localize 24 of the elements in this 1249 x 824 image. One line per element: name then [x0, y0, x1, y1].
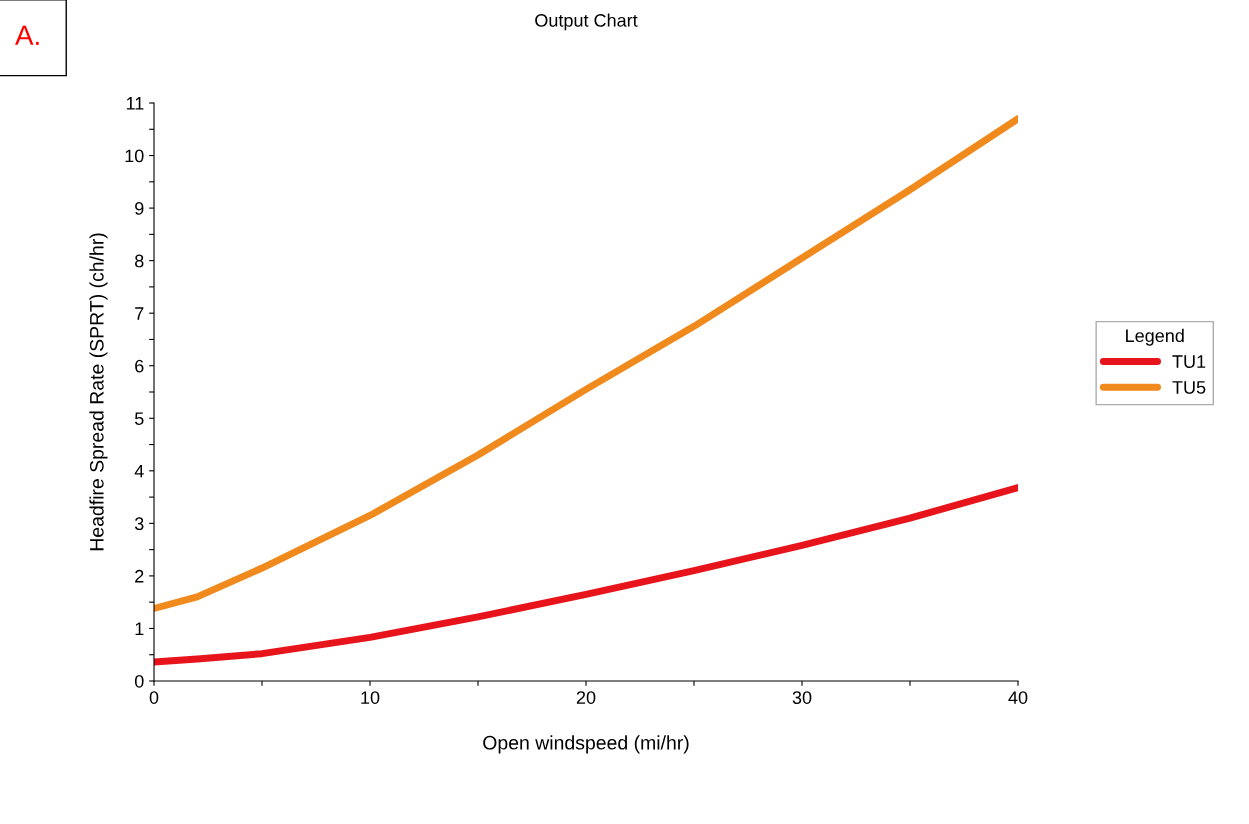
y-tick-label: 5	[134, 412, 144, 425]
x-tick-label: 0	[149, 691, 159, 704]
x-tick-label: 20	[576, 691, 596, 704]
y-tick-label: 6	[135, 359, 144, 373]
y-tick-label: 10	[125, 149, 144, 163]
y-axis-title: Headfire Spread Rate (SPRT) (ch/hr)	[89, 233, 108, 551]
legend-label: TU5	[1172, 381, 1206, 394]
x-tick-label: 10	[361, 691, 380, 704]
text: A.	[15, 25, 39, 45]
y-tick-label: 8	[135, 254, 144, 268]
y-tick-label: 1	[135, 622, 144, 635]
y-tick-label: 0	[134, 674, 144, 688]
x-axis-title: Open windspeed (mi/hr)	[483, 735, 689, 754]
x-tick-label: 30	[792, 691, 812, 704]
y-tick-label: 7	[135, 307, 144, 320]
x-tick-label: 40	[1008, 691, 1028, 704]
legend-title: Legend	[1126, 328, 1184, 346]
y-tick-label: 2	[135, 569, 144, 583]
y-tick-label: 3	[134, 517, 144, 531]
y-tick-label: 4	[134, 464, 144, 478]
chart-title: Output Chart	[535, 13, 638, 31]
y-tick-label: 9	[135, 202, 144, 215]
y-tick-label: 11	[126, 97, 144, 110]
legend-label: TU1	[1172, 355, 1206, 368]
